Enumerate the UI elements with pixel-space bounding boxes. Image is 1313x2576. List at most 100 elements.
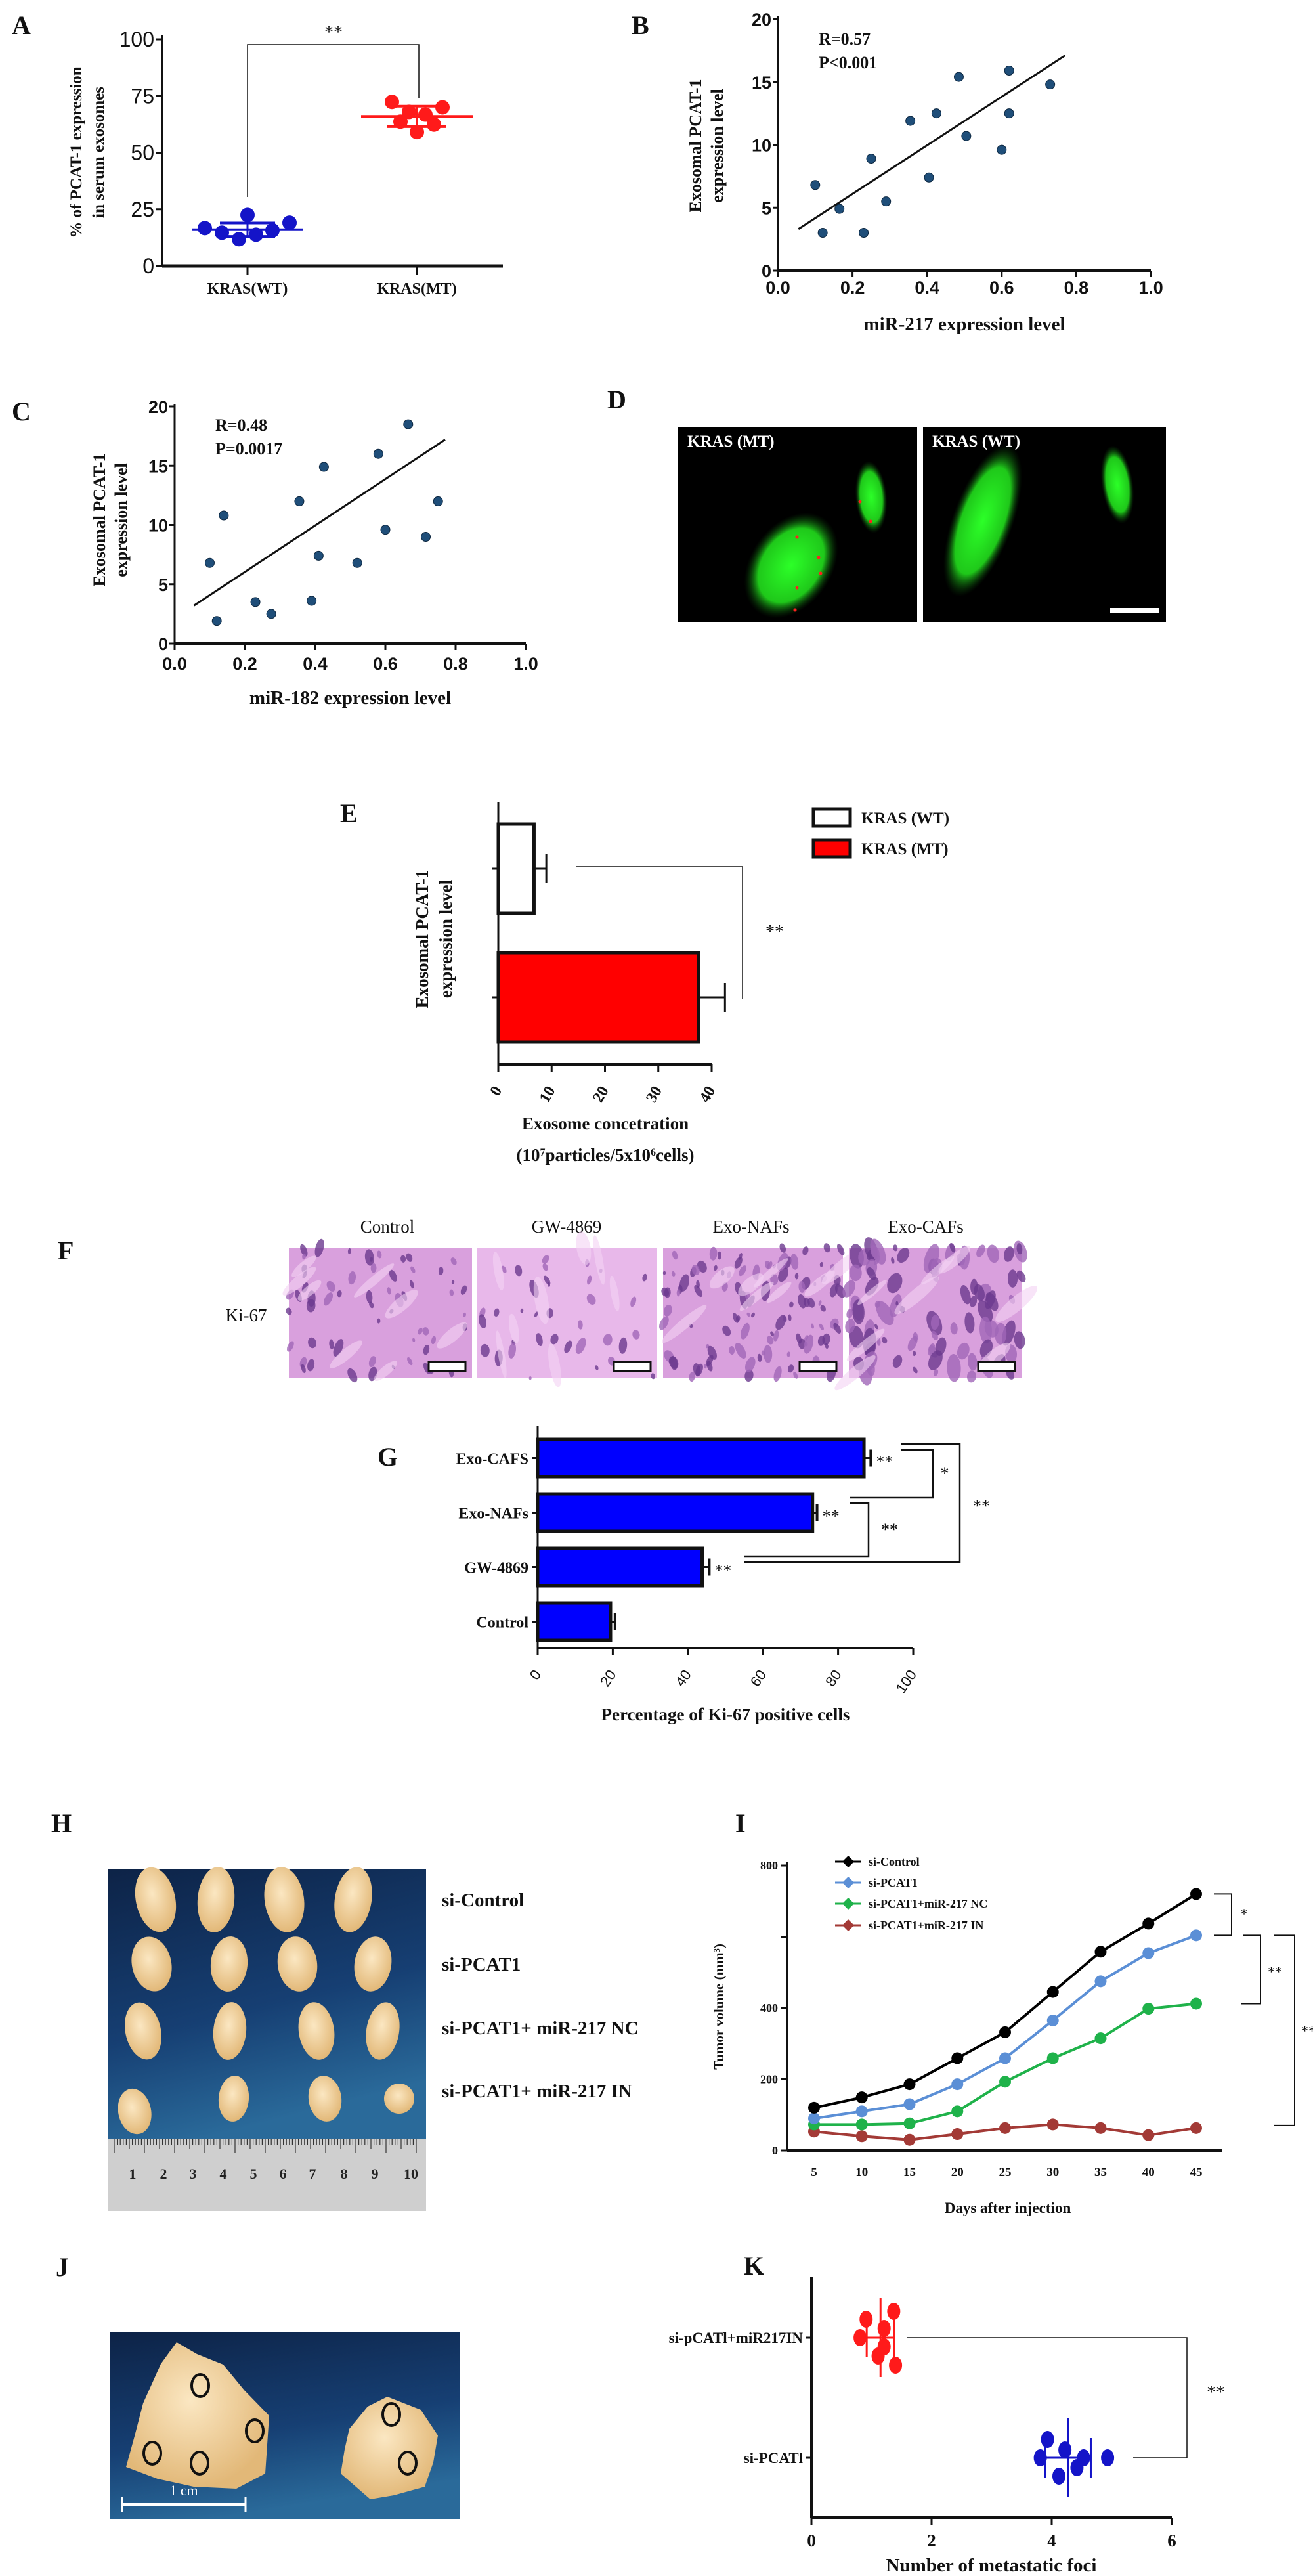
data-point [1004, 108, 1014, 119]
comparison-label: ** [881, 1520, 898, 1539]
data-point [427, 117, 441, 132]
ruler-number: 8 [341, 2166, 348, 2182]
nucleus [418, 1327, 423, 1335]
legend-label: KRAS (WT) [861, 810, 949, 827]
nucleus [324, 1292, 334, 1306]
nucleus [632, 1330, 640, 1340]
nucleus [751, 1312, 755, 1318]
nucleus [329, 1339, 334, 1349]
data-point [1190, 2122, 1202, 2134]
tumor [277, 1936, 318, 1992]
exosome-dot [817, 556, 821, 559]
nucleus [819, 1261, 823, 1267]
correlation-annotation: R=0.48 [215, 416, 267, 435]
nucleus [967, 1353, 978, 1371]
data-point [393, 114, 408, 129]
nucleus [928, 1350, 943, 1370]
nucleus [870, 1238, 886, 1265]
data-point [205, 557, 215, 568]
panel-label-g: G [377, 1442, 398, 1472]
ruler-number: 10 [404, 2166, 418, 2182]
nucleus [818, 1300, 822, 1306]
data-point [219, 510, 229, 521]
panel-label-h: H [51, 1808, 72, 1838]
nucleus [970, 1278, 978, 1296]
nucleus [301, 1364, 306, 1374]
data-point [1041, 2431, 1054, 2448]
nucleus [706, 1361, 713, 1372]
data-point [810, 180, 821, 190]
nucleus [693, 1363, 701, 1376]
stroma-fiber [920, 1256, 955, 1285]
nucleus [738, 1253, 743, 1260]
exosome-dot [795, 535, 799, 539]
data-point [999, 2026, 1011, 2038]
metastasis-photo [110, 2332, 460, 2519]
data-point [380, 525, 391, 535]
nucleus [744, 1369, 754, 1382]
data-point [198, 221, 212, 236]
legend-marker [842, 1877, 854, 1888]
series-si-pcat1 [808, 1929, 1202, 2125]
x-tick-label: 0.4 [303, 654, 328, 674]
nucleus [969, 1296, 978, 1307]
significance-label: ** [324, 22, 343, 43]
nucleus [689, 1372, 695, 1382]
bar-significance-label: ** [714, 1561, 731, 1581]
tumor [135, 1867, 177, 1932]
data-point [903, 2117, 916, 2129]
nucleus [913, 1351, 916, 1357]
panel-label-i: I [735, 1808, 746, 1838]
data-point [887, 2303, 901, 2320]
y-axis-label: Exosomal PCAT-1 [412, 870, 432, 1009]
y-tick-label: 15 [148, 456, 168, 476]
nucleus [575, 1338, 586, 1355]
x-tick-label: 0.4 [915, 278, 939, 297]
exosome-dot [793, 608, 797, 612]
nucleus [735, 1343, 746, 1359]
stroma-fiber [533, 1277, 549, 1324]
x-axis-label: miR-217 expression level [863, 314, 1065, 335]
nucleus [586, 1294, 596, 1305]
data-point [1077, 2449, 1090, 2466]
nucleus [377, 1250, 382, 1259]
x-tick-label: 10 [855, 2166, 868, 2179]
nucleus [438, 1267, 444, 1275]
data-point [421, 532, 431, 542]
panel-label-j: J [56, 2252, 69, 2282]
nucleus [370, 1263, 377, 1273]
nucleus [480, 1343, 490, 1357]
nucleus [407, 1357, 413, 1366]
nucleus [949, 1243, 956, 1253]
x-axis-label: Percentage of Ki-67 positive cells [601, 1705, 850, 1724]
data-point [1046, 2014, 1059, 2026]
bar-exo-cafs [536, 1437, 866, 1479]
nucleus [729, 1345, 735, 1355]
nucleus [368, 1356, 376, 1368]
x-tick-label: 20 [951, 2166, 964, 2179]
nucleus [300, 1244, 308, 1257]
x-tick-label: 0.0 [765, 278, 790, 297]
nucleus [714, 1265, 718, 1271]
nucleus [786, 1351, 790, 1357]
data-point [1094, 2032, 1107, 2045]
scale-bar [1110, 608, 1159, 613]
data-point [435, 100, 450, 115]
tumor [264, 1867, 305, 1932]
data-point [859, 2311, 873, 2328]
data-point [318, 462, 329, 472]
y-tick-label: 20 [752, 10, 771, 30]
data-point [931, 108, 941, 119]
nucleus [661, 1287, 670, 1297]
nucleus [659, 1316, 669, 1330]
row-label: Ki-67 [226, 1305, 267, 1325]
metastatic-focus-marker [381, 2402, 401, 2427]
correlation-annotation: P=0.0017 [215, 439, 282, 458]
significance-bracket [576, 866, 743, 999]
data-point [1142, 1947, 1155, 1959]
stroma-fiber [738, 1273, 764, 1296]
data-point [951, 2128, 964, 2141]
nucleus [960, 1285, 971, 1305]
y-tick-label: 400 [760, 2001, 778, 2015]
